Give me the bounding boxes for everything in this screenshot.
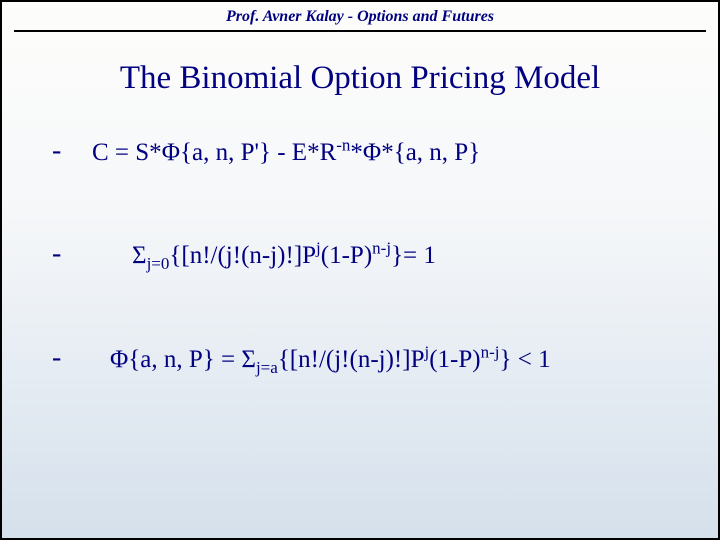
bullet-dash: - (52, 240, 92, 268)
equation-row-3: - Φ{a, n, P} = Σj=a{[n!/(j!(n-j)!]Pj(1-P… (52, 344, 668, 375)
eq3-sup-nj: n-j (481, 342, 500, 361)
slide-title: The Binomial Option Pricing Model (2, 60, 718, 97)
header-rule (14, 30, 706, 32)
equation-row-1: - C = S*Φ{a, n, P'} - E*R-n*Φ*{a, n, P} (52, 137, 668, 168)
eq2-sup-nj: n-j (372, 239, 391, 258)
phi-symbol: Φ (162, 139, 180, 166)
eq1-exp-neg-n: -n (336, 136, 350, 155)
equation-row-2: - Σj=0{[n!/(j!(n-j)!]Pj(1-P)n-j}= 1 (52, 240, 668, 271)
eq2-part-b: (1-P) (321, 242, 372, 269)
sigma-symbol: Σ (241, 346, 256, 373)
slide-header: Prof. Avner Kalay - Options and Futures (2, 2, 718, 26)
eq3-part-d: } < 1 (500, 346, 551, 373)
eq1-part-b: {a, n, P'} - E*R (180, 139, 336, 166)
bullet-dash: - (52, 137, 92, 165)
eq2-part-c: }= 1 (391, 242, 436, 269)
bullet-dash: - (52, 344, 92, 372)
eq2-part-a: {[n!/(j!(n-j)!]P (169, 242, 316, 269)
eq3-part-a: {a, n, P} = (128, 346, 241, 373)
phi-symbol: Φ (110, 346, 128, 373)
eq2-sub-j0: j=0 (147, 254, 170, 273)
eq3-part-b: {[n!/(j!(n-j)!]P (278, 346, 425, 373)
slide-body: - C = S*Φ{a, n, P'} - E*R-n*Φ*{a, n, P} … (2, 137, 718, 375)
phi-symbol: Φ (363, 139, 381, 166)
sigma-symbol: Σ (132, 242, 147, 269)
equation-3: Φ{a, n, P} = Σj=a{[n!/(j!(n-j)!]Pj(1-P)n… (92, 344, 668, 375)
eq3-part-c: (1-P) (429, 346, 480, 373)
equation-1: C = S*Φ{a, n, P'} - E*R-n*Φ*{a, n, P} (92, 137, 668, 168)
eq3-sub-ja: j=a (256, 358, 278, 377)
eq1-part-d: *{a, n, P} (381, 139, 480, 166)
slide: Prof. Avner Kalay - Options and Futures … (0, 0, 720, 540)
eq1-part-a: C = S* (92, 139, 162, 166)
equation-2: Σj=0{[n!/(j!(n-j)!]Pj(1-P)n-j}= 1 (92, 240, 668, 271)
eq1-part-c: * (350, 139, 363, 166)
